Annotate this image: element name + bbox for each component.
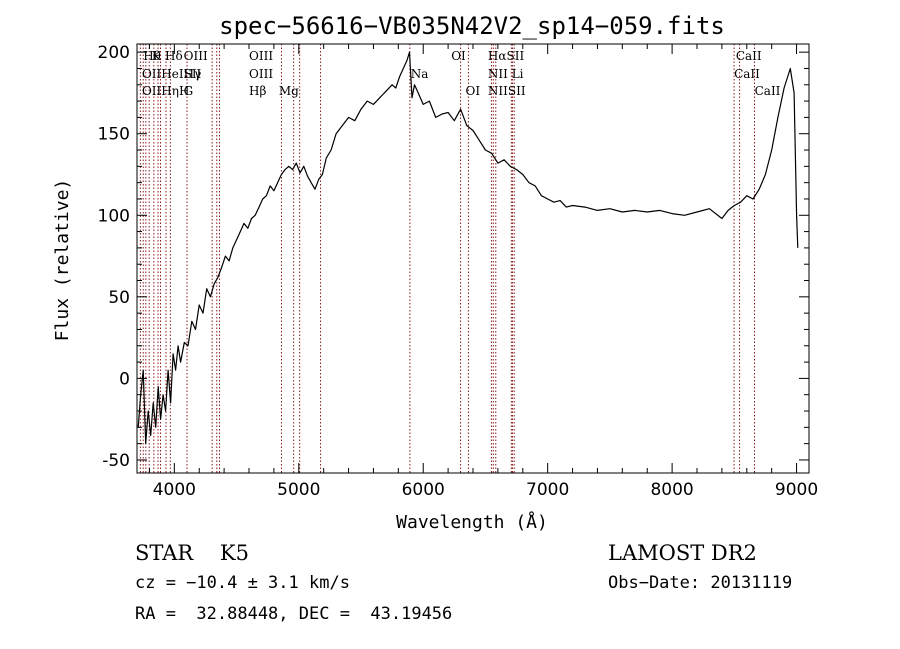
plot-frame — [136, 43, 810, 474]
redshift-velocity: cz = −10.4 ± 3.1 km/s — [135, 573, 350, 593]
y-tick-label: 50 — [108, 288, 130, 308]
line-label: NII Li — [488, 67, 524, 81]
line-label: Na — [411, 67, 429, 81]
x-axis: 4000 5000 6000 7000 8000 9000 — [148, 44, 818, 500]
y-axis: -50 0 50 100 150 200 — [98, 43, 809, 471]
spectrum-line — [137, 51, 799, 445]
line-label: G — [184, 84, 194, 98]
line-label: OIII — [249, 67, 273, 81]
line-label: OI — [466, 84, 481, 98]
line-label: Hθ — [143, 49, 161, 63]
line-label: CaII — [736, 49, 762, 63]
line-markers — [139, 44, 755, 473]
line-label: OIII — [184, 49, 208, 63]
line-label: OIIHηH — [142, 84, 189, 98]
line-label: CaII — [755, 84, 781, 98]
line-label: OI — [451, 49, 466, 63]
line-label: OIII — [249, 49, 273, 63]
x-tick-label: 6000 — [402, 480, 445, 500]
survey-name: LAMOST DR2 — [608, 541, 757, 565]
x-tick-label: 9000 — [775, 480, 818, 500]
line-label: NIISII — [488, 84, 526, 98]
line-label: HαSII — [488, 49, 525, 63]
x-axis-label: Wavelength (Å) — [396, 511, 548, 533]
y-tick-label: -50 — [102, 451, 130, 471]
x-tick-label: 4000 — [153, 480, 196, 500]
x-tick-label: 8000 — [650, 480, 693, 500]
line-label: CaII — [734, 67, 760, 81]
line-label: Hγ — [184, 67, 202, 81]
spectrum-series — [137, 51, 799, 445]
ra-dec-coordinates: RA = 32.88448, DEC = 43.19456 — [135, 604, 452, 624]
y-tick-label: 0 — [119, 369, 130, 389]
observation-date: Obs−Date: 20131119 — [608, 573, 792, 593]
line-label: Hδ — [165, 49, 183, 63]
line-label: Mg — [279, 84, 299, 98]
object-class: STAR K5 — [135, 541, 249, 565]
y-axis-label: Flux (relative) — [52, 179, 73, 342]
line-label: Hβ — [249, 84, 266, 98]
y-tick-label: 100 — [98, 206, 130, 226]
chart-title: spec−56616−VB035N42V2_sp14−059.fits — [219, 12, 725, 40]
line-label: K — [152, 49, 162, 63]
y-tick-label: 150 — [98, 125, 130, 145]
x-tick-label: 5000 — [277, 480, 320, 500]
x-tick-label: 7000 — [526, 480, 569, 500]
line-label: OIIHeISII — [142, 67, 202, 81]
y-tick-label: 200 — [98, 43, 130, 63]
